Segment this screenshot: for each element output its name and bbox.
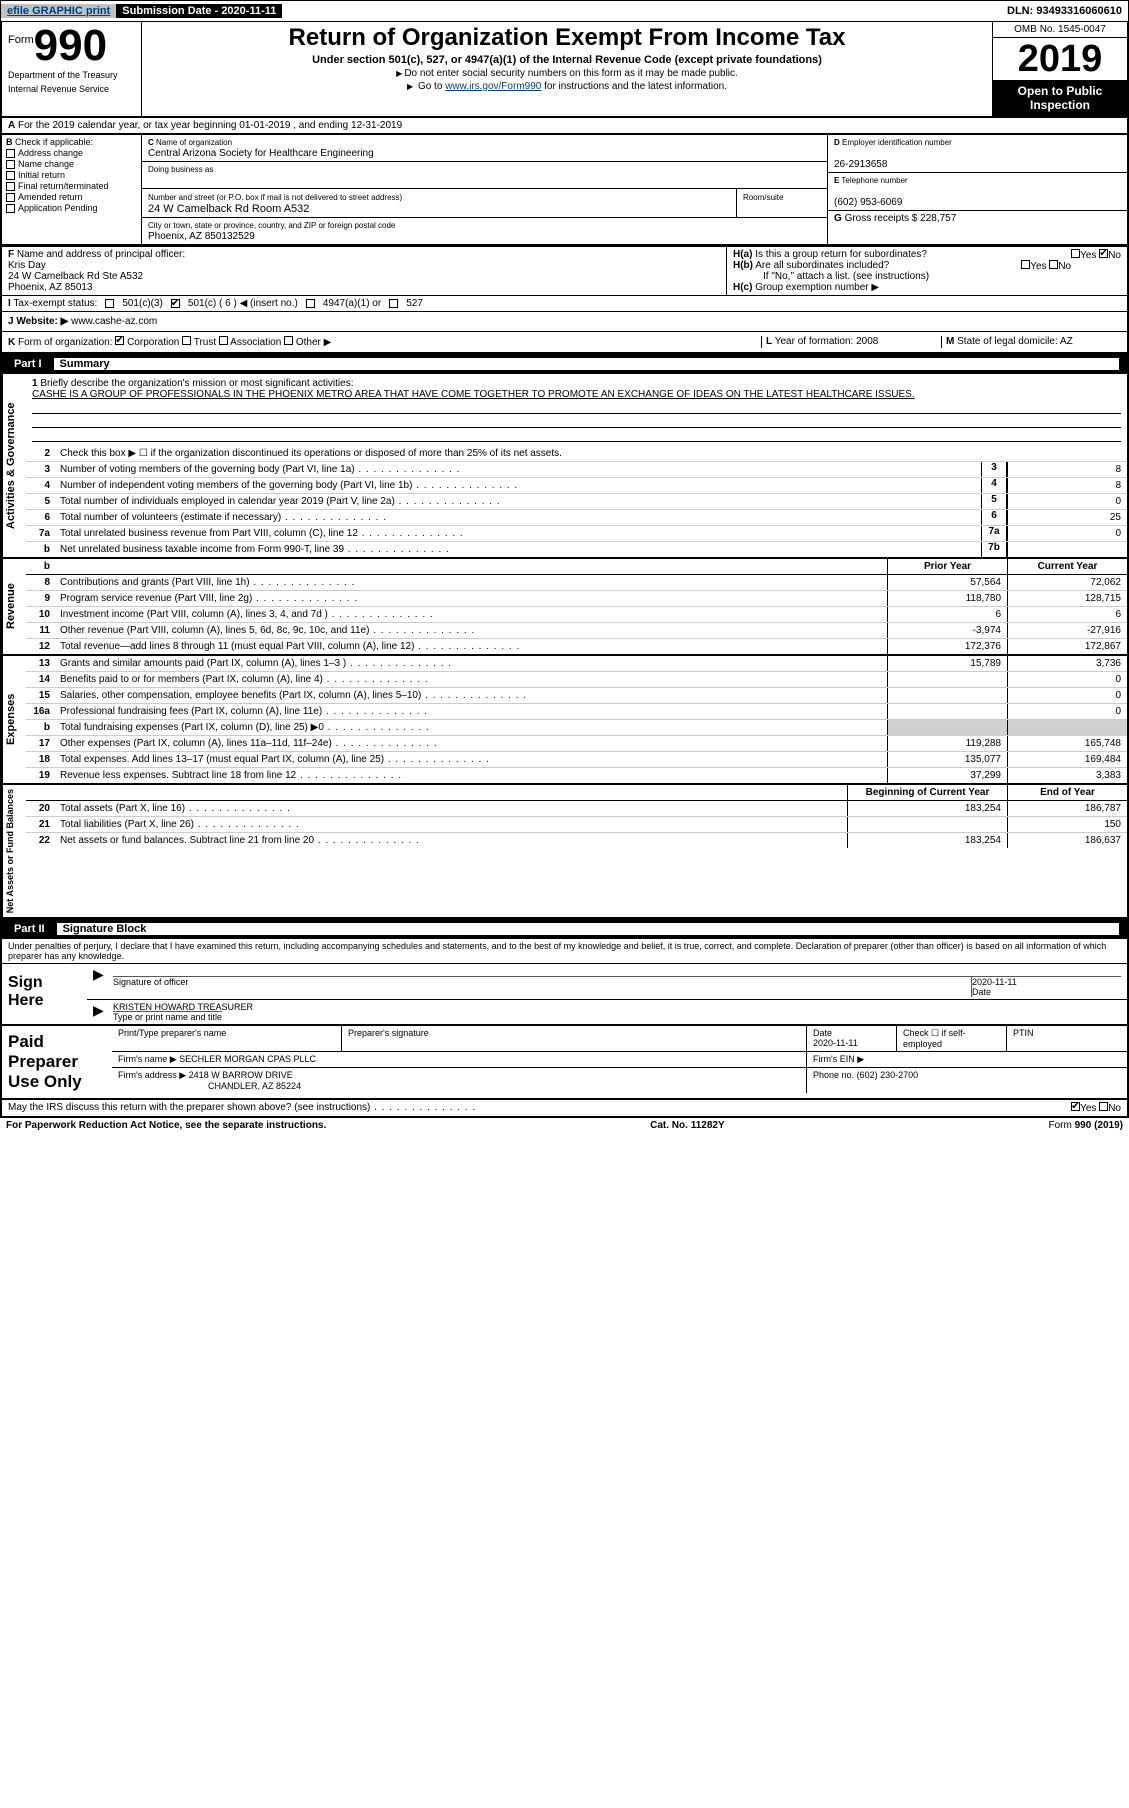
col-mid: C Name of organization Central Arizona S… — [142, 135, 827, 244]
discuss-row: May the IRS discuss this return with the… — [0, 1100, 1129, 1118]
dept1: Department of the Treasury — [8, 70, 135, 80]
vlabel-rev: Revenue — [2, 559, 26, 654]
arrow-icon: ▶ — [93, 1002, 113, 1022]
topbar: efile GRAPHIC print Submission Date - 20… — [0, 0, 1129, 22]
form-number: 990 — [34, 26, 107, 66]
dln: DLN: 93493316060610 — [1001, 4, 1128, 18]
ein-cell: D Employer identification number 26-2913… — [828, 135, 1127, 173]
mission-block: 1 Briefly describe the organization's mi… — [26, 374, 1127, 446]
chk-address[interactable] — [6, 149, 15, 158]
chk-amended[interactable] — [6, 193, 15, 202]
irs-link[interactable]: www.irs.gov/Form990 — [445, 81, 541, 92]
tax-year: 2019 — [993, 38, 1127, 80]
form-subtitle: Under section 501(c), 527, or 4947(a)(1)… — [150, 54, 984, 66]
note1: Do not enter social security numbers on … — [150, 68, 984, 79]
revenue-section: Revenue b Prior Year Current Year 8Contr… — [0, 559, 1129, 656]
form-prefix: Form — [8, 34, 34, 46]
k-row: K Form of organization: Corporation Trus… — [0, 331, 1129, 354]
paid-preparer: Paid Preparer Use Only Print/Type prepar… — [0, 1026, 1129, 1100]
part2-header: Part II Signature Block — [0, 919, 1129, 939]
city-cell: City or town, state or province, country… — [142, 218, 827, 244]
dept2: Internal Revenue Service — [8, 84, 135, 94]
rev-colhdr: b Prior Year Current Year — [26, 559, 1127, 575]
tax-status-row: I Tax-exempt status: 501(c)(3) 501(c) ( … — [0, 295, 1129, 311]
officer-right: H(a) Is this a group return for subordin… — [727, 247, 1127, 295]
efile-link[interactable]: efile GRAPHIC print — [1, 4, 116, 18]
header-left: Form 990 Department of the Treasury Inte… — [2, 22, 142, 116]
header: Form 990 Department of the Treasury Inte… — [0, 22, 1129, 118]
note2: Go to www.irs.gov/Form990 for instructio… — [150, 81, 984, 92]
officer-left: F Name and address of principal officer:… — [2, 247, 727, 295]
chk-name[interactable] — [6, 160, 15, 169]
main-block: B Check if applicable: Address change Na… — [0, 135, 1129, 246]
officer-row: F Name and address of principal officer:… — [0, 246, 1129, 295]
governance-section: Activities & Governance 1 Briefly descri… — [0, 374, 1129, 559]
form-title: Return of Organization Exempt From Incom… — [150, 24, 984, 52]
chk-final[interactable] — [6, 182, 15, 191]
submission-date: Submission Date - 2020-11-11 — [116, 4, 282, 18]
na-colhdr: Beginning of Current Year End of Year — [26, 785, 1127, 801]
vlabel-exp: Expenses — [2, 656, 26, 783]
sign-here: Sign Here — [2, 964, 87, 1024]
expenses-section: Expenses 13Grants and similar amounts pa… — [0, 656, 1129, 785]
col-b: B Check if applicable: Address change Na… — [2, 135, 142, 244]
chk-initial[interactable] — [6, 171, 15, 180]
org-name-cell: C Name of organization Central Arizona S… — [142, 135, 827, 162]
chk-pending[interactable] — [6, 204, 15, 213]
header-mid: Return of Organization Exempt From Incom… — [142, 22, 992, 116]
phone-cell: E Telephone number (602) 953-6069 — [828, 173, 1127, 211]
netassets-section: Net Assets or Fund Balances Beginning of… — [0, 785, 1129, 919]
open-public: Open to Public Inspection — [993, 80, 1127, 116]
website-row: J Website: ▶ www.cashe-az.com — [0, 311, 1129, 331]
row-a: A For the 2019 calendar year, or tax yea… — [0, 118, 1129, 135]
gross-cell: G Gross receipts $ 228,757 — [828, 211, 1127, 226]
dba-cell: Doing business as — [142, 162, 827, 189]
addr-row: Number and street (or P.O. box if mail i… — [142, 189, 827, 218]
omb: OMB No. 1545-0047 — [993, 22, 1127, 38]
signature-block: Under penalties of perjury, I declare th… — [0, 939, 1129, 1026]
footer: For Paperwork Reduction Act Notice, see … — [0, 1118, 1129, 1133]
part1-header: Part I Summary — [0, 354, 1129, 374]
header-right: OMB No. 1545-0047 2019 Open to Public In… — [992, 22, 1127, 116]
col-right: D Employer identification number 26-2913… — [827, 135, 1127, 244]
vlabel-gov: Activities & Governance — [2, 374, 26, 557]
arrow-icon: ▶ — [93, 966, 113, 997]
vlabel-na: Net Assets or Fund Balances — [2, 785, 26, 917]
